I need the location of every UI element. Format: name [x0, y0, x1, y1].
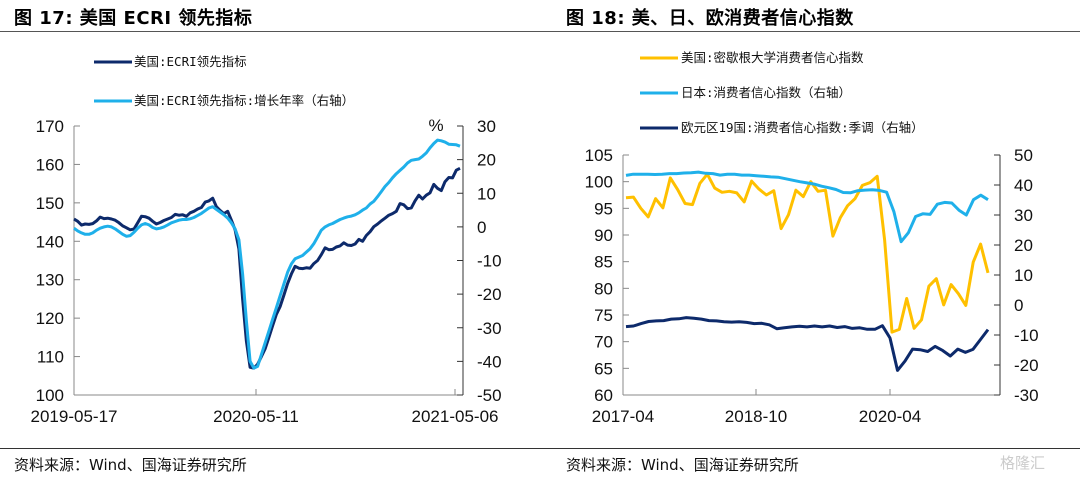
right-tick-label: -10	[477, 252, 502, 271]
left-tick-label: 140	[36, 232, 64, 251]
left-tick-label: 85	[594, 253, 613, 272]
right-tick-label: 0	[477, 218, 486, 237]
figure-18-title: 图 18: 美、日、欧消费者信心指数	[566, 8, 854, 29]
right-tick-label: 30	[1014, 206, 1033, 225]
left-tick-label: 75	[594, 306, 613, 325]
figure-17-title: 图 17: 美国 ECRI 领先指标	[14, 8, 253, 29]
right-tick-label: 40	[1014, 176, 1033, 195]
right-axis-unit-label: %	[428, 116, 443, 135]
left-tick-label: 100	[36, 386, 64, 405]
left-tick-label: 170	[36, 117, 64, 136]
title-divider-left	[0, 31, 540, 32]
series-line	[73, 166, 461, 370]
right-tick-label: -50	[477, 386, 502, 405]
source-note-right: 资料来源：Wind、国海证券研究所	[566, 456, 799, 474]
right-tick-label: -20	[477, 285, 502, 304]
left-tick-label: 65	[594, 359, 613, 378]
left-tick-label: 70	[594, 333, 613, 352]
watermark-logo: 格隆汇	[1000, 454, 1046, 472]
right-tick-label: 20	[1014, 236, 1033, 255]
right-tick-label: 10	[1014, 266, 1033, 285]
right-tick-label: 0	[1014, 296, 1023, 315]
chart-consumer-confidence: 美国:密歇根大学消费者信心指数 日本:消费者信心指数（右轴） 欧元区19国:消费…	[585, 50, 1039, 426]
left-tick-label: 160	[36, 155, 64, 174]
left-tick-label: 120	[36, 309, 64, 328]
left-tick-label: 150	[36, 194, 64, 213]
legend-label-us-michigan: 美国:密歇根大学消费者信心指数	[681, 50, 864, 65]
legend-label-eurozone: 欧元区19国:消费者信心指数:季调（右轴）	[681, 120, 924, 135]
left-tick-label: 90	[594, 226, 613, 245]
right-tick-label: 30	[477, 117, 496, 136]
source-note-left: 资料来源：Wind、国海证券研究所	[14, 456, 247, 474]
x-tick-label: 2019-05-17	[31, 407, 118, 426]
right-tick-label: 10	[477, 184, 496, 203]
x-tick-label: 2020-05-11	[213, 407, 299, 426]
left-tick-label: 100	[585, 173, 613, 192]
right-tick-label: -20	[1014, 356, 1039, 375]
left-tick-label: 60	[594, 386, 613, 405]
right-tick-label: -30	[1014, 386, 1039, 405]
x-tick-label: 2018-10	[725, 407, 787, 426]
right-tick-label: 50	[1014, 146, 1033, 165]
legend-label-japan: 日本:消费者信心指数（右轴）	[681, 85, 851, 100]
left-tick-label: 105	[585, 146, 613, 165]
legend-label-ecri-yoy: 美国:ECRI领先指标:增长年率（右轴）	[134, 93, 354, 108]
left-tick-label: 80	[594, 279, 613, 298]
x-tick-label: 2017-04	[592, 407, 654, 426]
x-tick-label: 2021-05-06	[412, 407, 499, 426]
right-tick-label: -30	[477, 319, 502, 338]
title-divider-right	[540, 31, 1080, 32]
chart-ecri: 美国:ECRI领先指标 美国:ECRI领先指标:增长年率（右轴） 1001101…	[31, 54, 502, 426]
left-tick-label: 110	[37, 348, 64, 367]
series-line	[73, 138, 461, 370]
series-line	[625, 316, 990, 372]
legend-label-ecri: 美国:ECRI领先指标	[134, 54, 247, 69]
right-tick-label: 20	[477, 151, 496, 170]
series-line	[625, 170, 989, 244]
x-tick-label: 2020-04	[859, 407, 921, 426]
left-tick-label: 95	[594, 199, 613, 218]
right-tick-label: -10	[1014, 326, 1039, 345]
footer-divider	[0, 448, 1080, 449]
series-line	[625, 172, 990, 334]
right-tick-label: -40	[477, 352, 502, 371]
left-tick-label: 130	[36, 271, 64, 290]
